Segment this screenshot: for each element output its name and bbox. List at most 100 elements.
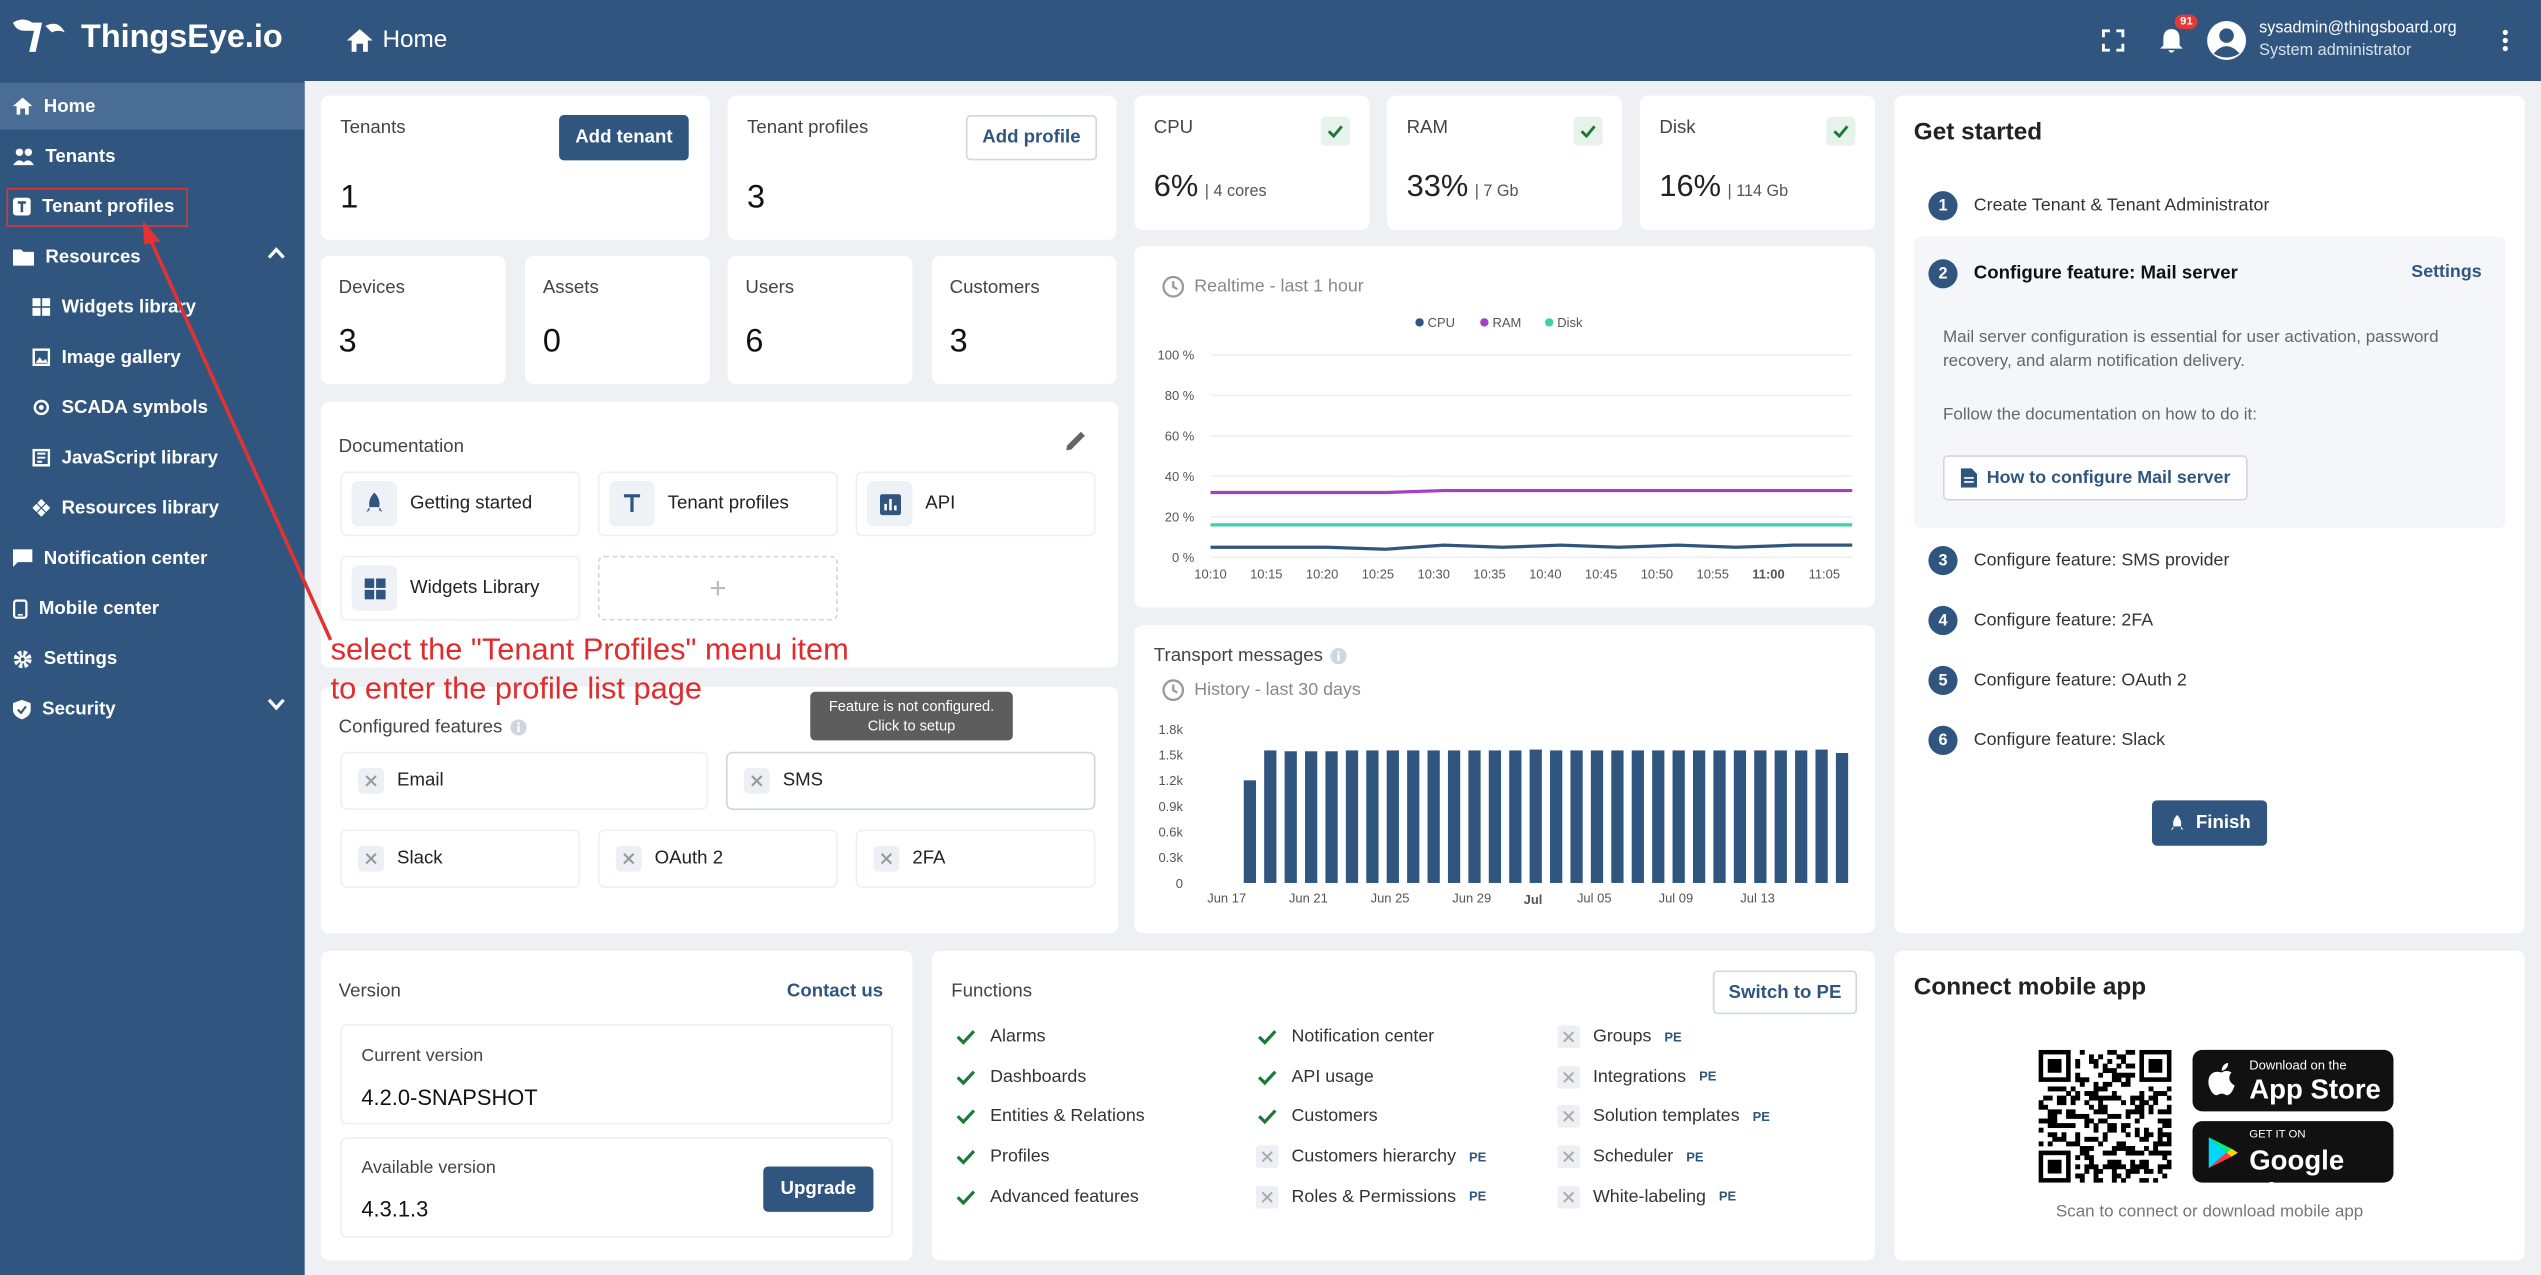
tenants-icon: [12, 148, 35, 166]
qr-module: [2088, 1136, 2094, 1142]
bar: [1447, 750, 1461, 883]
function-item: Customers hierarchy PE: [1255, 1145, 1486, 1169]
qr-module: [2075, 1155, 2081, 1161]
feature-slack[interactable]: Slack: [340, 829, 581, 888]
qr-module: [2070, 1141, 2076, 1147]
customers-card[interactable]: Customers 3: [931, 255, 1117, 384]
step-1[interactable]: 1 Create Tenant & Tenant Administrator: [1928, 191, 2269, 221]
users-card[interactable]: Users 6: [727, 255, 913, 384]
mail-settings-link[interactable]: Settings: [2411, 262, 2482, 282]
rocket-icon: [2170, 814, 2184, 830]
assets-card[interactable]: Assets 0: [525, 255, 710, 384]
qr-module: [2047, 1113, 2053, 1119]
qr-module: [2098, 1104, 2104, 1110]
qr-module: [2125, 1150, 2131, 1156]
qr-module: [2102, 1164, 2108, 1170]
close-icon: [1557, 1185, 1580, 1209]
feature-email[interactable]: Email: [340, 751, 709, 811]
sidebar-item-image-gallery[interactable]: Image gallery: [0, 334, 305, 381]
qr-module: [2075, 1164, 2081, 1170]
brand-logo[interactable]: ThingsEye.io: [10, 16, 283, 58]
user-role: System administrator: [2259, 42, 2412, 60]
qr-module: [2116, 1141, 2122, 1147]
y-tick-label: 40 %: [1165, 469, 1195, 484]
sidebar-item-tenant-profiles[interactable]: Tenant profiles: [0, 183, 305, 230]
transport-subtitle: History - last 30 days: [1194, 680, 1361, 700]
qr-module: [2148, 1150, 2154, 1156]
qr-module: [2157, 1127, 2163, 1133]
qr-module: [2075, 1141, 2081, 1147]
qr-module: [2093, 1178, 2099, 1183]
feature-sms[interactable]: SMS: [725, 751, 1096, 811]
bar: [1652, 750, 1665, 883]
step-3[interactable]: 3 Configure feature: SMS provider: [1928, 545, 2229, 576]
qr-module: [2093, 1063, 2099, 1069]
feature-2fa[interactable]: 2FA: [855, 829, 1096, 888]
qr-module: [2093, 1164, 2099, 1170]
doc-link-widgets-library[interactable]: Widgets Library: [340, 555, 581, 621]
step-2[interactable]: 2 Configure feature: Mail server: [1928, 259, 2238, 289]
qr-module: [2162, 1109, 2168, 1115]
y-tick-label: 0.9k: [1158, 799, 1183, 814]
switch-to-pe-button[interactable]: Switch to PE: [1712, 970, 1858, 1015]
user-menu[interactable]: sysadmin@thingsboard.org System administ…: [2207, 18, 2457, 63]
sidebar-item-settings[interactable]: Settings: [0, 635, 305, 682]
add-doc-link-button[interactable]: +: [597, 555, 838, 621]
x-tick-label: 10:45: [1585, 566, 1617, 581]
avatar-icon: [2207, 21, 2247, 60]
qr-module: [2166, 1104, 2172, 1110]
sidebar-item-home[interactable]: Home: [0, 82, 305, 130]
more-vert-icon[interactable]: [2476, 29, 2534, 52]
sidebar-item-mobile-center[interactable]: Mobile center: [0, 585, 305, 632]
app-store-button[interactable]: Download on the App Store: [2192, 1049, 2394, 1112]
cpu-detail: | 4 cores: [1204, 183, 1267, 201]
function-label: Solution templates: [1592, 1107, 1740, 1127]
x-tick-label: Jun 21: [1289, 890, 1328, 905]
fullscreen-icon[interactable]: [2084, 29, 2142, 52]
qr-module: [2111, 1123, 2117, 1129]
add-tenant-button[interactable]: Add tenant: [559, 115, 689, 161]
sidebar-item-resources[interactable]: Resources: [0, 233, 305, 280]
finish-button[interactable]: Finish: [2152, 800, 2268, 846]
step-5[interactable]: 5 Configure feature: OAuth 2: [1928, 665, 2187, 696]
bar: [1264, 750, 1277, 883]
mail-guide-button[interactable]: How to configure Mail server: [1942, 455, 2248, 501]
sidebar-item-widgets-library[interactable]: Widgets library: [0, 284, 305, 331]
sidebar-item-security[interactable]: Security: [0, 685, 305, 732]
home-icon: [346, 28, 373, 52]
feature-oauth2[interactable]: OAuth 2: [597, 829, 838, 888]
qr-module: [2139, 1104, 2145, 1110]
edit-icon[interactable]: [1065, 429, 1088, 452]
qr-finder: [2047, 1058, 2062, 1073]
close-icon: [1557, 1025, 1580, 1049]
sidebar-item-tenants[interactable]: Tenants: [0, 133, 305, 180]
qr-module: [2166, 1132, 2172, 1138]
tenants-card[interactable]: Tenants 1 Add tenant: [320, 95, 710, 240]
x-tick-label: 10:15: [1250, 566, 1282, 581]
step-number: 5: [1928, 665, 1958, 696]
add-profile-button[interactable]: Add profile: [965, 115, 1098, 161]
close-icon: [743, 767, 770, 794]
step-number: 2: [1928, 259, 1958, 289]
upgrade-button[interactable]: Upgrade: [763, 1166, 874, 1212]
current-version-box[interactable]: Current version 4.2.0-SNAPSHOT: [340, 1023, 893, 1125]
contact-us-link[interactable]: Contact us: [786, 981, 884, 1002]
qr-module: [2038, 1104, 2044, 1110]
tenant-profiles-card[interactable]: Tenant profiles 3 Add profile: [727, 95, 1117, 240]
step-6[interactable]: 6 Configure feature: Slack: [1928, 725, 2165, 755]
sidebar-item-resources-library[interactable]: Resources library: [0, 484, 305, 531]
sidebar-item-notification-center[interactable]: Notification center: [0, 535, 305, 582]
doc-link-getting-started[interactable]: Getting started: [340, 471, 581, 537]
function-item: Roles & Permissions PE: [1255, 1185, 1486, 1209]
doc-link-tenant-profiles[interactable]: Tenant profiles: [597, 471, 838, 537]
step-4[interactable]: 4 Configure feature: 2FA: [1928, 605, 2153, 636]
notifications-bell-icon[interactable]: 91: [2142, 13, 2200, 55]
google-play-button[interactable]: GET IT ON Google Play: [2192, 1121, 2394, 1209]
devices-card[interactable]: Devices 3: [320, 255, 506, 384]
sidebar-item-javascript-library[interactable]: JavaScript library: [0, 434, 305, 481]
qr-module: [2056, 1100, 2062, 1106]
doc-link-api[interactable]: API: [855, 471, 1096, 537]
legend-marker: [1480, 318, 1489, 327]
sidebar-item-scada-symbols[interactable]: SCADA symbols: [0, 384, 305, 431]
available-version-box[interactable]: Available version 4.3.1.3 Upgrade: [340, 1137, 893, 1238]
